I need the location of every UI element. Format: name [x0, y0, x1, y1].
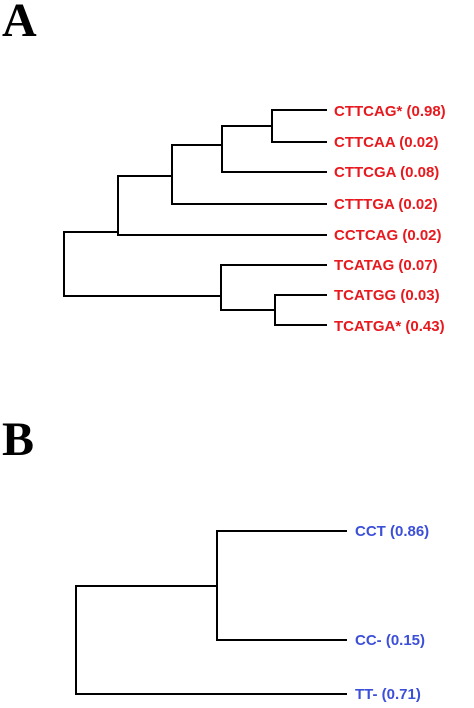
panel-a-leaf-labels: CTTCAG* (0.98) CTTCAA (0.02) CTTCGA (0.0…	[334, 103, 446, 335]
panel-b-branches	[75, 530, 347, 695]
leaf-label: CTTCGA (0.08)	[334, 164, 439, 181]
leaf-label: CTTCAG* (0.98)	[334, 103, 446, 120]
panel-b: B CCT (0.86) CC- (0.15) TT- (0.71)	[2, 413, 429, 703]
leaf-label: CCT (0.86)	[355, 523, 429, 540]
leaf-label: TCATAG (0.07)	[334, 257, 438, 274]
leaf-label: TCATGA* (0.43)	[334, 318, 445, 335]
panel-a-branches	[63, 109, 327, 326]
panel-a: A C	[2, 0, 446, 335]
panel-a-label: A	[2, 0, 37, 47]
leaf-label: CCTCAG (0.02)	[334, 227, 442, 244]
leaf-label: CC- (0.15)	[355, 632, 425, 649]
leaf-label: TT- (0.71)	[355, 686, 421, 703]
leaf-label: CTTTGA (0.02)	[334, 196, 438, 213]
panel-b-leaf-labels: CCT (0.86) CC- (0.15) TT- (0.71)	[355, 523, 429, 703]
panel-b-label: B	[2, 413, 34, 466]
leaf-label: TCATGG (0.03)	[334, 287, 440, 304]
leaf-label: CTTCAA (0.02)	[334, 134, 438, 151]
